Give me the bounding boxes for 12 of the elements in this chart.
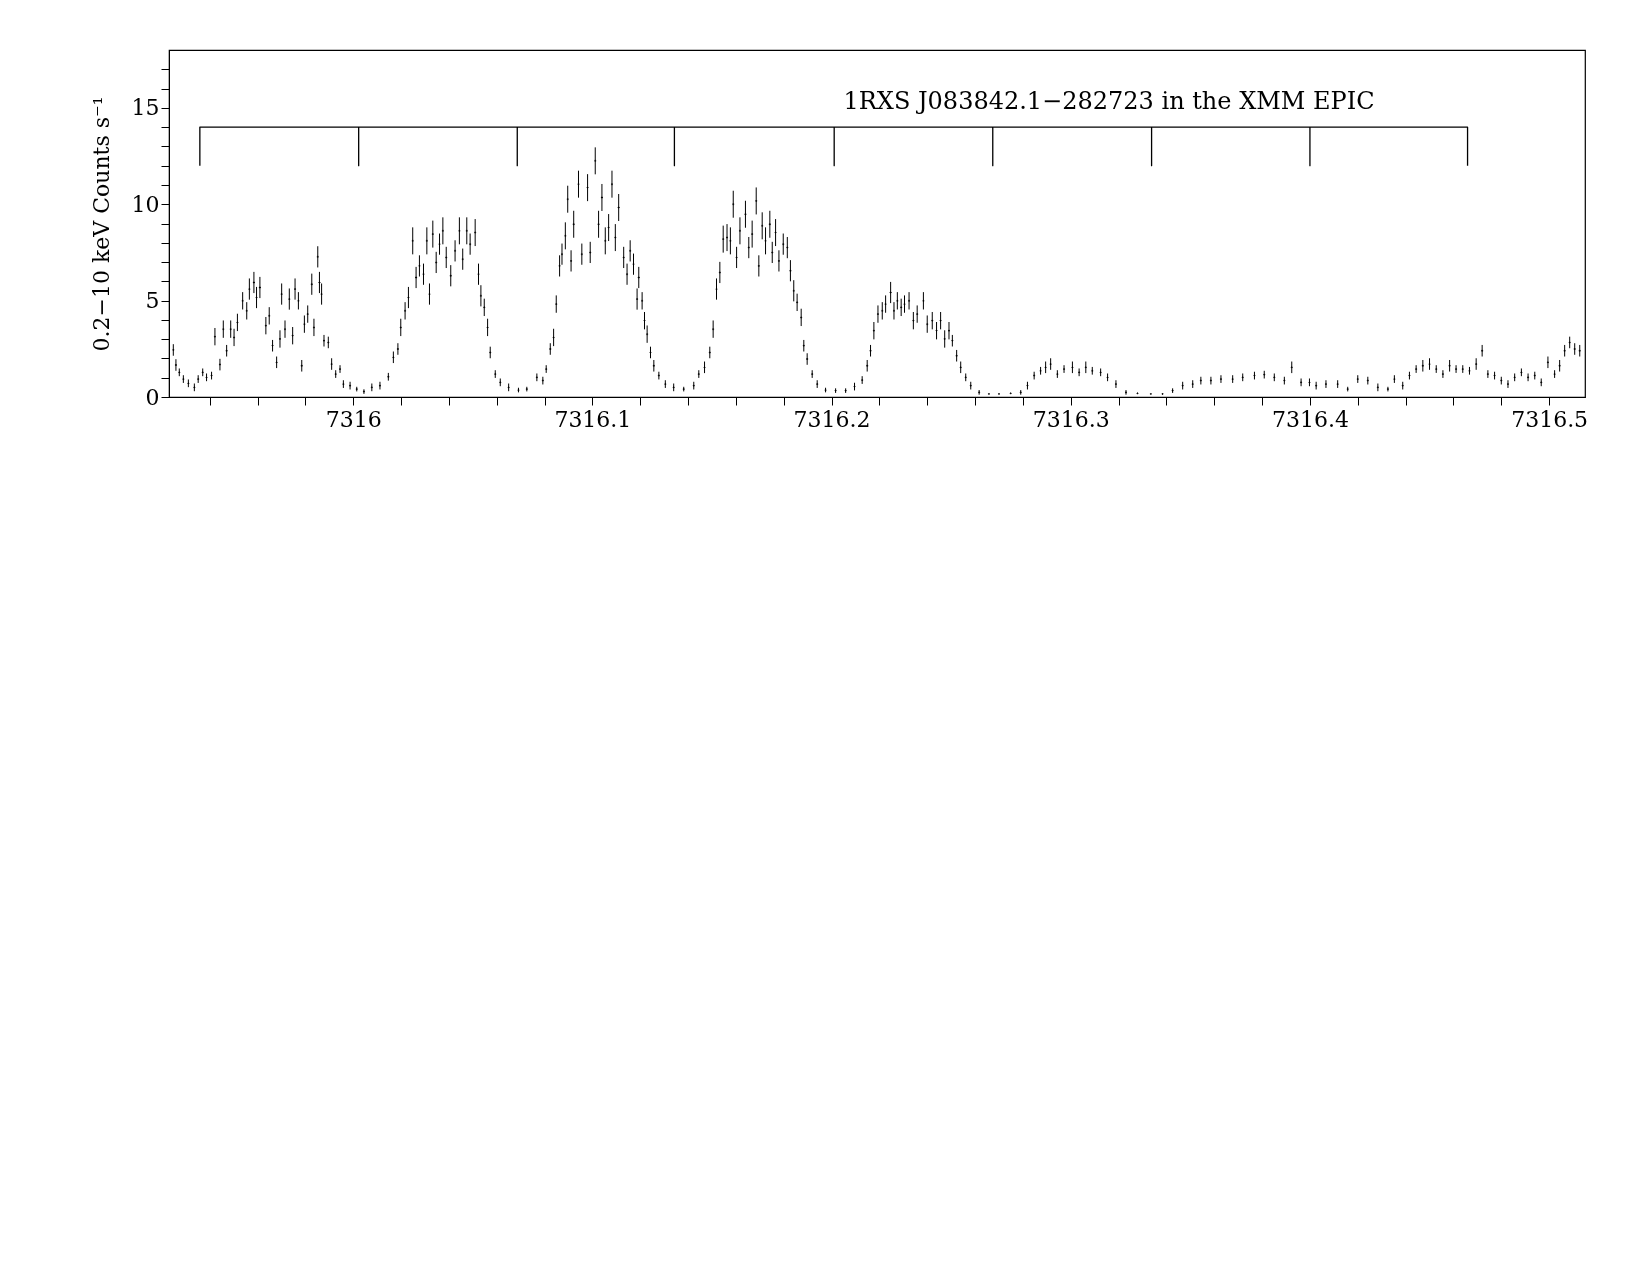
x-tick-label: 7316 xyxy=(325,406,382,432)
annotation: 1RXS J083842.1−282723 in the XMM EPIC xyxy=(843,87,1375,115)
y-tick-label: 10 xyxy=(131,191,160,217)
x-tick-label: 7316.3 xyxy=(1032,406,1110,432)
x-tick-label: 7316.2 xyxy=(793,406,871,432)
y-tick-label: 5 xyxy=(145,288,160,314)
y-tick-label: 0 xyxy=(145,384,160,410)
y-tick-label: 15 xyxy=(131,95,160,121)
y-axis-title: 0.2−10 keV Counts s⁻¹ xyxy=(88,96,114,352)
x-tick-label: 7316.1 xyxy=(554,406,632,432)
x-tick-label: 7316.5 xyxy=(1511,406,1589,432)
x-tick-label: 7316.4 xyxy=(1271,406,1349,432)
